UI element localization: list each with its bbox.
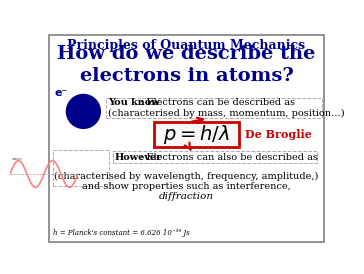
Bar: [154, 122, 239, 147]
Text: : Electrons can be described as: : Electrons can be described as: [141, 98, 295, 107]
Text: e⁻: e⁻: [54, 88, 67, 98]
Text: h = Planck's constant = 6.626 10⁻³⁴ Js: h = Planck's constant = 6.626 10⁻³⁴ Js: [52, 229, 189, 237]
Bar: [112, 152, 317, 163]
Text: You know: You know: [108, 98, 160, 107]
Text: diffraction: diffraction: [159, 192, 214, 201]
Text: $p = h/\lambda$: $p = h/\lambda$: [163, 123, 230, 146]
Bar: [52, 150, 109, 186]
Text: wave: wave: [11, 157, 22, 161]
Text: Principles of Quantum Mechanics: Principles of Quantum Mechanics: [67, 39, 306, 52]
Text: However: However: [114, 153, 162, 162]
Text: and show properties such as interference,: and show properties such as interference…: [82, 182, 291, 191]
Text: How do we describe the
electrons in atoms?: How do we describe the electrons in atom…: [58, 45, 316, 85]
Text: (characterised by wavelength, frequency, amplitude,): (characterised by wavelength, frequency,…: [54, 172, 319, 181]
Text: (characterised by mass, momentum, position…): (characterised by mass, momentum, positi…: [108, 109, 345, 118]
Bar: [107, 98, 322, 118]
Circle shape: [67, 95, 100, 128]
Text: : Electrons can also be described as: : Electrons can also be described as: [141, 153, 318, 162]
Text: De Broglie: De Broglie: [245, 129, 312, 140]
